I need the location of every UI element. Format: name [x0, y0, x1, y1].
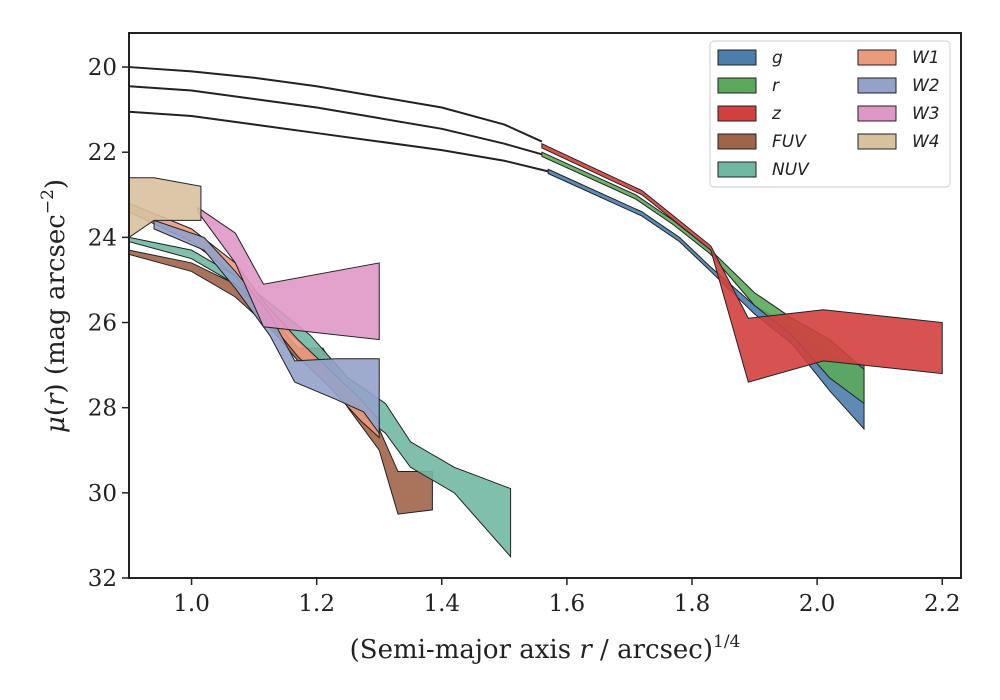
- y-axis-title: μ(r) (mag arcsec−2): [38, 179, 71, 433]
- plot-frame: [128, 32, 962, 579]
- y-tick-label: 20: [88, 55, 117, 81]
- x-tick-label: 1.4: [423, 591, 460, 617]
- y-tick-label: 28: [88, 396, 117, 422]
- x-tick-label: 1.6: [549, 591, 586, 617]
- x-tick-label: 2.2: [924, 591, 961, 617]
- x-tick-label: 1.2: [298, 591, 335, 617]
- y-tick-label: 24: [88, 225, 117, 251]
- legend-swatch-w3: [857, 105, 897, 122]
- legend-swatch-nuv: [717, 161, 757, 178]
- profile-line-3: [128, 66, 543, 143]
- y-tick-label: 26: [88, 311, 117, 337]
- curves-layer: [128, 66, 549, 173]
- x-tick-label: 2.0: [799, 591, 836, 617]
- legend-label-nuv: NUV: [772, 160, 810, 180]
- legend-label-r: r: [772, 76, 780, 96]
- legend-swatch-r: [717, 77, 757, 94]
- profile-line-2: [128, 85, 543, 156]
- legend-swatch-g: [717, 49, 757, 66]
- bands-layer: [128, 142, 943, 559]
- x-tick-label: 1.8: [674, 591, 711, 617]
- y-tick-label: 22: [88, 140, 117, 166]
- legend: grz FUV NUV W1 W2 W3 W4: [709, 40, 951, 188]
- band-w3: [197, 206, 380, 341]
- band-g: [547, 168, 865, 431]
- legend-label-g: g: [772, 48, 783, 68]
- x-axis-title: (Semi-major axis r / arcsec)1/4: [350, 632, 741, 665]
- legend-swatch-z: [717, 105, 757, 122]
- legend-swatch-fuv: [717, 133, 757, 150]
- legend-label-w4: W4: [912, 132, 940, 152]
- y-tick-label: 30: [88, 481, 117, 507]
- legend-swatch-w4: [857, 133, 897, 150]
- x-tick-label: 1.0: [173, 591, 210, 617]
- y-tick-label: 32: [88, 566, 117, 592]
- legend-label-w2: W2: [912, 76, 940, 96]
- legend-label-fuv: FUV: [772, 132, 807, 152]
- profile-line-1: [128, 110, 549, 173]
- legend-label-w1: W1: [912, 48, 940, 68]
- y-axis-ticks: 20 22 24 26 28 30 32: [88, 55, 129, 592]
- x-axis-ticks: 1.0 1.2 1.4 1.6 1.8 2.0 2.2: [173, 578, 961, 617]
- band-z: [541, 142, 943, 383]
- legend-label-w3: W3: [912, 104, 940, 124]
- legend-swatch-w2: [857, 77, 897, 94]
- legend-label-z: z: [771, 104, 782, 124]
- legend-swatch-w1: [857, 49, 897, 66]
